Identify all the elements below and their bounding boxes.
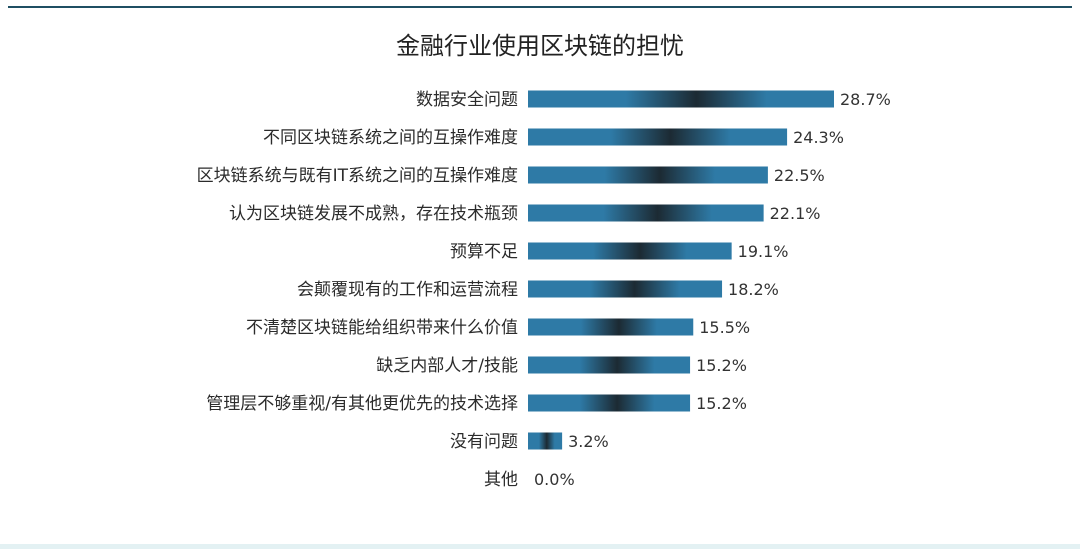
value-label: 18.2% (728, 280, 779, 299)
chart-title: 金融行业使用区块链的担忧 (396, 32, 684, 60)
bar (528, 356, 691, 374)
category-label: 不清楚区块链能给组织带来什么价值 (246, 318, 518, 338)
value-label: 19.1% (738, 242, 789, 261)
bar (528, 204, 764, 222)
value-label: 0.0% (534, 470, 575, 489)
bar (528, 242, 732, 260)
category-label: 预算不足 (450, 242, 518, 262)
bar (528, 90, 834, 108)
category-label: 认为区块链发展不成熟，存在技术瓶颈 (229, 203, 518, 224)
value-label: 15.2% (696, 394, 747, 413)
value-label: 15.2% (696, 356, 747, 375)
bar (528, 128, 788, 146)
value-label: 15.5% (699, 318, 750, 337)
top-divider (8, 6, 1072, 8)
category-label: 其他 (484, 470, 518, 490)
category-label: 缺乏内部人才/技能 (376, 356, 518, 376)
category-label: 会颠覆现有的工作和运营流程 (297, 280, 518, 300)
category-label: 不同区块链系统之间的互操作难度 (263, 128, 518, 148)
bottom-divider (0, 544, 1080, 549)
value-label: 24.3% (793, 128, 844, 147)
bar (528, 280, 723, 298)
category-label: 管理层不够重视/有其他更优先的技术选择 (206, 394, 518, 414)
bar (528, 318, 694, 336)
bar (528, 432, 563, 450)
value-label: 3.2% (568, 432, 609, 451)
category-label: 数据安全问题 (416, 90, 518, 110)
value-label: 22.5% (774, 166, 825, 185)
bar (528, 394, 691, 412)
value-label: 22.1% (770, 204, 821, 223)
category-label: 没有问题 (450, 432, 518, 452)
bar (528, 166, 768, 184)
category-label: 区块链系统与既有IT系统之间的互操作难度 (197, 166, 518, 186)
value-label: 28.7% (840, 90, 891, 109)
